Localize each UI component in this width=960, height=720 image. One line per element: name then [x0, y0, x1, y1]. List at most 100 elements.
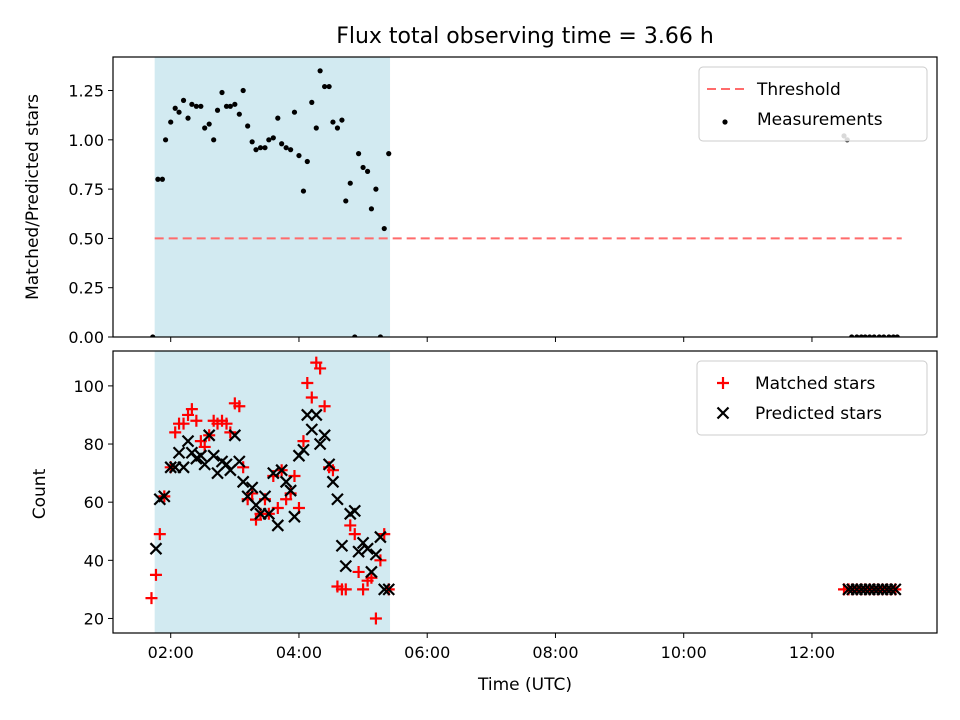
matched-stars-point — [318, 400, 331, 413]
matched-stars-point — [297, 435, 310, 448]
matched-stars-point — [149, 568, 162, 581]
matched-stars-point — [365, 571, 378, 584]
measurements-point — [283, 145, 289, 151]
matched-stars-point — [344, 519, 357, 532]
measurements-point — [304, 158, 310, 165]
measurements-point — [223, 103, 230, 109]
predicted-stars-point — [194, 449, 208, 462]
predicted-stars-point — [177, 461, 190, 474]
predicted-stars-point — [348, 504, 362, 518]
measurements-point — [159, 176, 165, 182]
measurements-point — [172, 105, 178, 111]
measurements-point — [317, 68, 323, 74]
matched-stars-point — [369, 612, 382, 625]
predicted-stars-point — [309, 408, 323, 422]
predicted-stars-point — [313, 437, 327, 451]
top-y-axis-label: Matched/Predicted stars — [23, 94, 43, 300]
legend-box — [696, 360, 928, 436]
measurements-point — [858, 334, 864, 337]
matched-stars-point — [169, 426, 182, 439]
y-tick-label: 80 — [84, 435, 104, 454]
x-tick-label: 04:00 — [276, 643, 322, 662]
bottom-y-axis-label: Count — [30, 468, 50, 519]
matched-stars-point — [339, 583, 352, 596]
measurements-point — [162, 137, 169, 143]
matched-stars-point — [348, 528, 361, 541]
predicted-stars-point — [318, 429, 331, 442]
matched-stars-point — [233, 400, 246, 413]
predicted-stars-point — [377, 583, 391, 596]
predicted-stars-point — [884, 583, 898, 596]
x-tick-label: 12:00 — [789, 643, 835, 662]
predicted-stars-point — [305, 423, 319, 436]
measurements-point — [890, 334, 896, 337]
y-tick-label: 0.25 — [68, 279, 104, 298]
measurements-point — [288, 147, 294, 153]
y-tick-label: 0.00 — [68, 328, 104, 347]
measurements-point — [219, 89, 225, 96]
predicted-stars-point — [228, 429, 242, 442]
y-tick-label: 40 — [84, 551, 104, 570]
measurements-point — [377, 334, 383, 337]
legend-label: Matched stars — [755, 374, 875, 394]
predicted-stars-point — [369, 548, 383, 561]
matched-stars-point — [153, 528, 166, 541]
predicted-stars-point — [267, 466, 280, 480]
matched-stars-point — [224, 426, 237, 439]
predicted-stars-point — [271, 519, 285, 532]
x-tick-label: 06:00 — [404, 643, 450, 662]
predicted-stars-point — [258, 490, 272, 503]
predicted-stars-point — [288, 510, 301, 523]
y-tick-label: 1.25 — [68, 82, 104, 101]
measurements-point — [236, 111, 242, 117]
top-panel: 0.00 0.25 0.50 0.75 1.00 1.25 Threshold Measure… — [68, 56, 938, 347]
predicted-stars-point — [149, 542, 163, 555]
measurements-point — [355, 151, 362, 157]
matched-stars-point — [246, 487, 259, 500]
predicted-stars-point — [361, 542, 374, 555]
predicted-stars-point — [245, 481, 259, 494]
measurements-point — [854, 334, 860, 337]
predicted-stars-point — [233, 455, 246, 468]
y-tick-label: 100 — [73, 377, 104, 396]
predicted-stars-point — [339, 559, 353, 573]
predicted-stars-point — [164, 461, 177, 474]
y-tick-label: 0.50 — [68, 229, 104, 248]
measurements-point — [322, 83, 328, 90]
measurements-point — [240, 87, 246, 94]
measurements-point — [189, 101, 195, 107]
x-tick-label: 02:00 — [148, 643, 194, 662]
predicted-stars-point — [846, 583, 859, 596]
chart-title: Flux total observing time = 3.66 h — [336, 24, 714, 49]
measurements-point — [249, 139, 255, 145]
measurements-point — [232, 101, 238, 107]
matched-stars-point — [301, 376, 314, 389]
measurements-point — [386, 151, 392, 157]
measurements-point — [368, 206, 375, 212]
matched-stars-point — [326, 464, 339, 477]
predicted-stars-point — [279, 475, 293, 489]
measurements-point — [270, 135, 276, 141]
predicted-stars-point — [889, 583, 902, 596]
measurements-point — [886, 334, 892, 337]
measurements-point — [198, 103, 204, 109]
measurements-point — [352, 334, 358, 337]
predicted-stars-point — [158, 490, 171, 503]
axes-frame — [112, 56, 938, 338]
matched-stars-point — [357, 583, 370, 596]
matched-stars-point — [177, 417, 190, 430]
measurements-point — [266, 137, 272, 143]
measurements-point — [168, 119, 174, 125]
measurements-point — [296, 152, 302, 159]
measurements-point — [291, 109, 298, 115]
measurements-point — [279, 141, 285, 147]
measurements-point — [373, 186, 379, 192]
predicted-stars-point — [262, 507, 276, 521]
axes-frame — [112, 350, 938, 634]
measurements-point — [245, 123, 251, 129]
measurements-point — [253, 147, 259, 153]
predicted-stars-point — [858, 583, 872, 596]
measurements-point — [155, 176, 161, 182]
measurements-point — [881, 334, 887, 337]
predicted-stars-point — [172, 446, 186, 460]
